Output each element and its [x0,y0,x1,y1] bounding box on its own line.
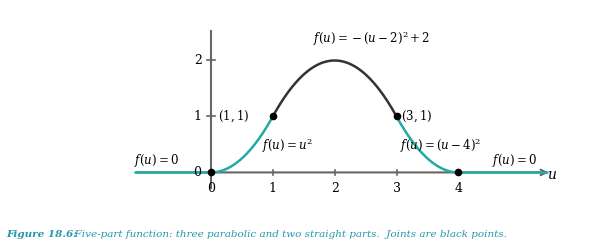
Text: 4: 4 [454,182,463,195]
Text: $(3, 1)$: $(3, 1)$ [401,109,432,124]
Text: $f(u) = -(u-2)^2 + 2$: $f(u) = -(u-2)^2 + 2$ [313,29,430,48]
Text: 2: 2 [194,54,202,67]
Text: 0: 0 [207,182,215,195]
Text: Figure 18.6:: Figure 18.6: [6,230,77,239]
Text: $f(u) = 0$: $f(u) = 0$ [133,152,178,169]
Text: $f(u) = 0$: $f(u) = 0$ [492,152,537,169]
Text: 0: 0 [194,166,202,179]
Text: 3: 3 [393,182,400,195]
Text: Five-part function: three parabolic and two straight parts.  Joints are black po: Five-part function: three parabolic and … [68,230,507,239]
Text: $u$: $u$ [547,168,557,182]
Text: $f(u) = u^2$: $f(u) = u^2$ [262,136,313,154]
Text: 2: 2 [331,182,339,195]
Text: $(1, 1)$: $(1, 1)$ [218,109,249,124]
Text: 1: 1 [194,110,202,123]
Text: $f(u) = (u-4)^2$: $f(u) = (u-4)^2$ [400,136,481,154]
Text: 1: 1 [269,182,277,195]
